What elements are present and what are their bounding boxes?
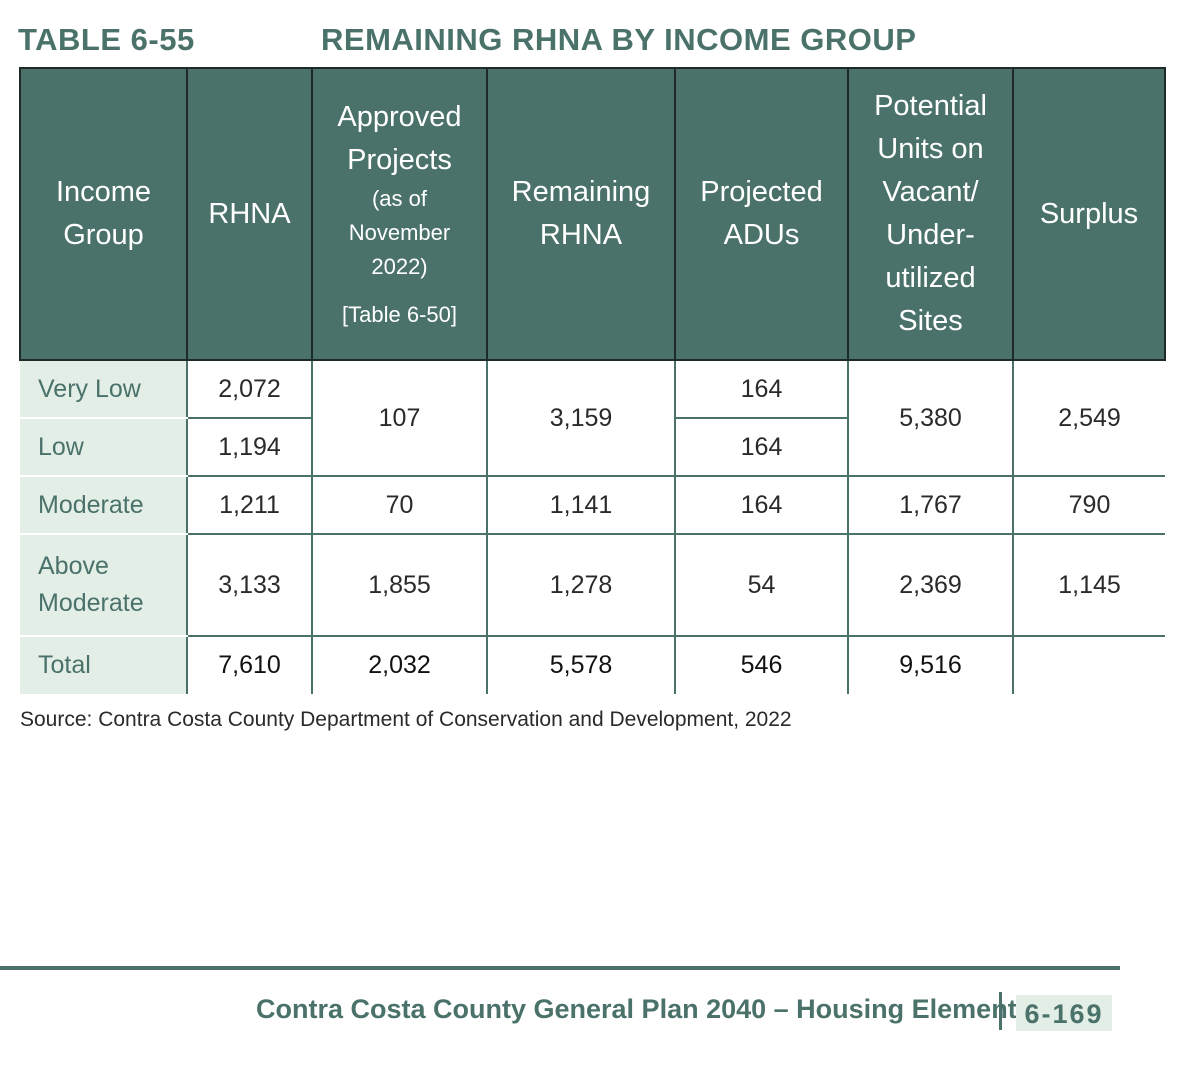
surplus-low-combined: 2,549 (1012, 360, 1165, 477)
header-approved-main: Approved Projects (337, 101, 462, 176)
footer-title: Contra Costa County General Plan 2040 – … (256, 994, 1017, 1024)
adus-total: 546 (674, 636, 849, 694)
footer-rule (0, 966, 1120, 970)
remaining-low-combined: 3,159 (486, 360, 676, 477)
header-row: Income Group RHNA Approved Projects (as … (19, 67, 1166, 361)
remaining-moderate: 1,141 (486, 476, 676, 535)
table-number: TABLE 6-55 (18, 22, 195, 57)
approved-moderate: 70 (311, 476, 488, 535)
table-title: REMAINING RHNA BY INCOME GROUP (321, 22, 917, 57)
table-row-above-moderate: Above Moderate 3,133 1,855 1,278 54 2,36… (20, 534, 1165, 637)
potential-low-combined: 5,380 (847, 360, 1014, 477)
header-income-group: Income Group (19, 67, 188, 361)
adus-very-low: 164 (674, 360, 849, 419)
table-row-total: Total 7,610 2,032 5,578 546 9,516 (20, 636, 1165, 694)
header-remaining-rhna: Remaining RHNA (486, 67, 676, 361)
surplus-moderate: 790 (1012, 476, 1165, 535)
source-note: Source: Contra Costa County Department o… (20, 708, 792, 731)
income-label-above-moderate: Above Moderate (20, 534, 188, 637)
page-number: 6-169 (1016, 995, 1112, 1031)
header-approved-sub: (as of November 2022) (348, 186, 451, 279)
surplus-total (1012, 636, 1165, 694)
rhna-low: 1,194 (186, 418, 313, 477)
income-label-very-low: Very Low (20, 360, 188, 419)
table-row-moderate: Moderate 1,211 70 1,141 164 1,767 790 (20, 476, 1165, 535)
header-approved-ref: [Table 6-50] (342, 302, 457, 327)
rhna-table: Income Group RHNA Approved Projects (as … (19, 67, 1166, 694)
rhna-very-low: 2,072 (186, 360, 313, 419)
remaining-above-moderate: 1,278 (486, 534, 676, 637)
adus-low: 164 (674, 418, 849, 477)
potential-moderate: 1,767 (847, 476, 1014, 535)
table-title-row: TABLE 6-55 REMAINING RHNA BY INCOME GROU… (18, 22, 1168, 62)
rhna-moderate: 1,211 (186, 476, 313, 535)
rhna-total: 7,610 (186, 636, 313, 694)
header-projected-adus: Projected ADUs (674, 67, 849, 361)
header-approved-projects: Approved Projects (as of November 2022) … (311, 67, 488, 361)
potential-above-moderate: 2,369 (847, 534, 1014, 637)
approved-low-combined: 107 (311, 360, 488, 477)
potential-total: 9,516 (847, 636, 1014, 694)
footer-divider (999, 992, 1002, 1030)
income-label-moderate: Moderate (20, 476, 188, 535)
adus-moderate: 164 (674, 476, 849, 535)
approved-above-moderate: 1,855 (311, 534, 488, 637)
remaining-total: 5,578 (486, 636, 676, 694)
surplus-above-moderate: 1,145 (1012, 534, 1165, 637)
header-rhna: RHNA (186, 67, 313, 361)
header-potential-units: Potential Units on Vacant/ Under-utilize… (847, 67, 1014, 361)
income-label-low: Low (20, 418, 188, 477)
table-row-low: Low 1,194 164 (20, 418, 1165, 477)
header-surplus: Surplus (1012, 67, 1166, 361)
table-row-very-low: Very Low 2,072 107 3,159 164 5,380 2,549 (20, 360, 1165, 477)
income-label-total: Total (20, 636, 188, 694)
approved-total: 2,032 (311, 636, 488, 694)
rhna-above-moderate: 3,133 (186, 534, 313, 637)
adus-above-moderate: 54 (674, 534, 849, 637)
